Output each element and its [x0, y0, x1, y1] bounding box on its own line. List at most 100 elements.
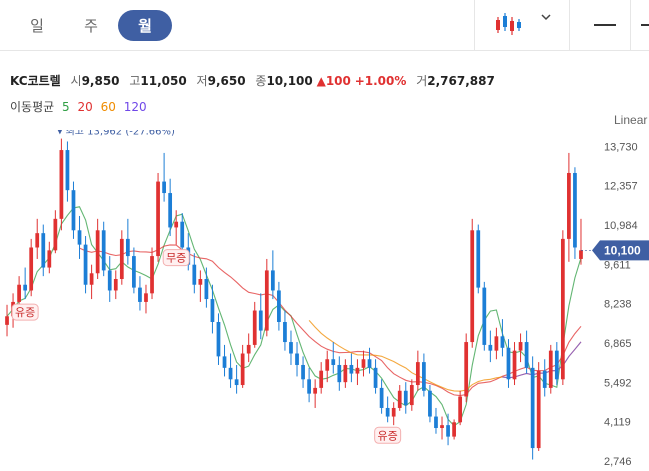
candle-body — [512, 350, 517, 380]
candle-body — [222, 356, 227, 368]
event-marker-box — [11, 303, 39, 321]
candle-body — [23, 284, 28, 291]
event-marker-label: 무증 — [166, 252, 186, 265]
candle-body — [198, 279, 203, 285]
candle-body — [234, 379, 239, 386]
candle-body — [337, 364, 342, 383]
candle-body — [132, 256, 136, 288]
close-value: 10,100 — [266, 74, 313, 88]
candle-body — [494, 336, 499, 351]
candle-body — [482, 287, 487, 345]
candle-body — [5, 316, 9, 325]
volume-value: 2,767,887 — [427, 74, 495, 88]
candle-body — [367, 359, 372, 368]
event-marker-box — [374, 426, 402, 444]
candle-body — [422, 362, 426, 391]
candle-body — [428, 390, 432, 417]
y-tick-label: 4,119 — [604, 417, 631, 429]
candle-body — [258, 310, 263, 331]
candle-body — [397, 390, 402, 408]
candle-body — [554, 350, 559, 380]
high-label: 고 — [129, 74, 141, 88]
event-marker-label: 유증 — [15, 306, 35, 319]
candle-chart-type-icon[interactable] — [494, 11, 522, 37]
candle-body — [95, 230, 100, 274]
candle-body — [210, 299, 215, 322]
tab-monthly[interactable]: 월 — [118, 10, 172, 41]
candle-body — [168, 193, 173, 228]
candle-body — [530, 367, 535, 449]
candle-body — [536, 370, 541, 449]
candle-body — [349, 364, 354, 374]
candle-body — [548, 350, 553, 388]
candle-body — [470, 230, 475, 343]
candle-body — [47, 250, 52, 268]
y-tick-label: 5,492 — [604, 377, 632, 389]
candle-body — [29, 247, 34, 291]
candle-body — [192, 264, 197, 285]
candle-body — [283, 321, 287, 343]
candle-body — [313, 387, 318, 394]
moving-average-legend: 이동평균 5 20 60 120 — [10, 98, 151, 115]
event-marker: 유증 — [11, 303, 39, 321]
candle-body — [71, 190, 76, 231]
candle-body — [403, 390, 408, 406]
y-tick-label: 8,238 — [604, 299, 632, 311]
price-summary: KC코트렐 시9,850 고11,050 저9,650 종10,100 ▲100… — [10, 72, 495, 89]
candle-body — [17, 284, 21, 302]
event-marker-box — [162, 249, 190, 267]
ma-20-line — [79, 244, 582, 397]
candle-body — [89, 273, 94, 285]
candle-body — [53, 218, 58, 251]
ma-5-label[interactable]: 5 — [62, 100, 70, 114]
stock-name: KC코트렐 — [10, 74, 61, 88]
candle-body — [246, 344, 251, 354]
candle-body — [180, 221, 185, 248]
candle-body — [83, 244, 88, 285]
change-value: 100 — [325, 74, 351, 88]
y-tick-label: 6,865 — [604, 338, 632, 350]
candle-body — [240, 353, 245, 386]
candle-body — [518, 342, 523, 351]
candle-body — [434, 416, 438, 429]
tab-weekly[interactable]: 주 — [84, 17, 98, 35]
candle-body — [409, 385, 414, 406]
candle-body — [361, 359, 366, 368]
candle-body — [573, 172, 577, 248]
candle-body — [113, 279, 118, 291]
candle-body — [325, 359, 330, 371]
tab-daily[interactable]: 일 — [30, 17, 44, 35]
candle-body — [500, 336, 505, 348]
top-toolbar: 일 주 월 — [0, 0, 649, 51]
change-up-icon: ▲ — [316, 74, 326, 88]
event-marker: 유증 — [374, 426, 402, 444]
candle-body — [270, 270, 275, 291]
candle-body — [567, 172, 571, 239]
candle-body — [524, 342, 529, 368]
candle-body — [415, 362, 420, 386]
line-tool-icon[interactable] — [594, 24, 616, 26]
change-percent: +1.00% — [354, 74, 407, 88]
scale-type-label[interactable]: Linear — [614, 113, 648, 127]
close-label: 종 — [255, 74, 267, 88]
candle-body — [560, 238, 565, 380]
ma-120-label[interactable]: 120 — [123, 100, 147, 114]
y-tick-label: 13,730 — [604, 141, 638, 153]
open-value: 9,850 — [81, 74, 120, 88]
chevron-down-icon[interactable] — [540, 12, 552, 22]
candle-body — [264, 270, 269, 331]
event-marker-label: 유증 — [378, 429, 398, 442]
minimize-icon[interactable] — [641, 24, 649, 26]
ma-60-label[interactable]: 60 — [100, 100, 116, 114]
candle-body — [331, 359, 336, 365]
candlestick-chart[interactable]: 13,730 12,357 10,984 9,611 8,238 6,865 5,492 4,… — [0, 130, 649, 471]
candle-body — [35, 233, 40, 248]
candle-body — [77, 230, 82, 245]
candle-body — [391, 407, 396, 417]
toolbar-divider — [569, 0, 570, 50]
candle-body — [373, 367, 378, 388]
ma-20-label[interactable]: 20 — [77, 100, 93, 114]
high-price-annotation: ▾ 최고 13,962 (-27.66%) — [57, 130, 175, 138]
y-tick-label: 9,611 — [604, 259, 631, 271]
candle-body — [144, 293, 148, 302]
